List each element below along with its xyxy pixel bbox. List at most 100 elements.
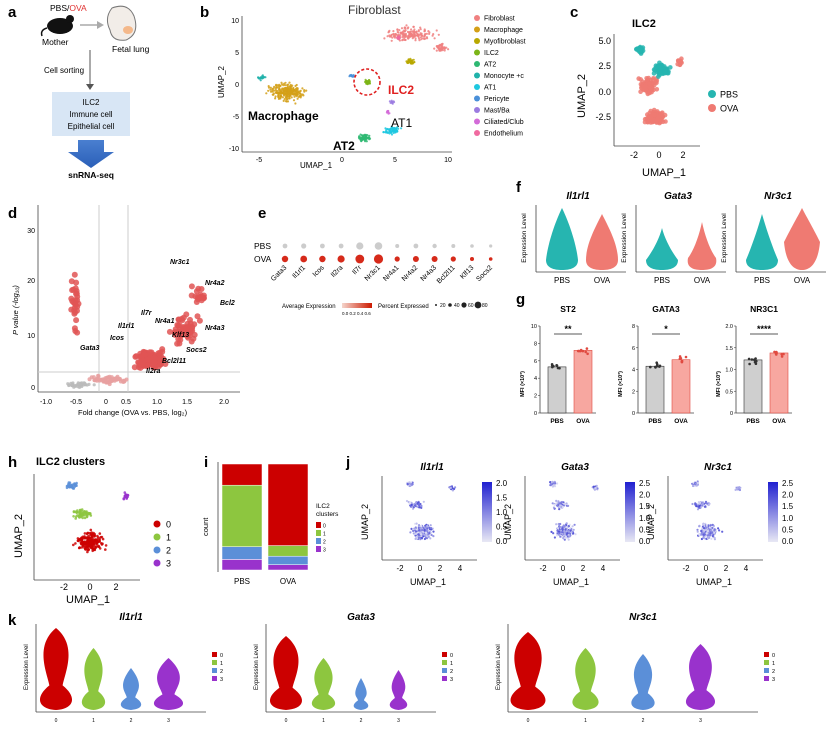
- ytick-label: 1.5: [725, 346, 733, 352]
- gene-title: Nr3c1: [629, 612, 657, 623]
- pbs-point: [662, 69, 668, 75]
- cluster-0-point: [78, 538, 82, 542]
- gene-label: Nr4a3: [205, 325, 225, 332]
- pct-label: 80: [482, 303, 488, 309]
- panel-h-umap-points: [65, 481, 130, 554]
- feature-point: [707, 524, 710, 527]
- feature-point: [739, 486, 742, 489]
- macrophage-point: [303, 90, 306, 93]
- fibroblast-point: [416, 33, 419, 36]
- legend-label: 3: [166, 559, 171, 569]
- volcano-point: [131, 364, 138, 371]
- dot-ova-klf13: [470, 257, 474, 261]
- legend-swatch-ciliated-club: [474, 118, 480, 125]
- panel-h-legend: 0 1 2 3: [153, 520, 171, 569]
- feature-point: [415, 522, 418, 525]
- feature-point: [411, 481, 414, 484]
- volcano-point: [100, 377, 105, 382]
- feature-point: [552, 506, 556, 509]
- fibroblast-point: [388, 29, 391, 32]
- at1-point: [400, 127, 403, 130]
- panel-j-letter: j: [345, 454, 350, 471]
- panel-b: b 10 5 0 -5 -10 -5 0 5 10 UMAP_1 UMAP_2 Fibrobl…: [200, 3, 526, 170]
- color-scale-label: 2.0: [496, 479, 508, 488]
- macrophage-point: [285, 91, 288, 94]
- volcano-point: [137, 360, 144, 367]
- legend-label: 3: [220, 677, 223, 683]
- feature-point: [414, 505, 417, 508]
- fibroblast-point: [395, 33, 398, 36]
- cluster-0-point: [101, 537, 105, 541]
- violin-nr3c1-cluster-0: [510, 632, 546, 710]
- at1-point: [386, 127, 389, 131]
- panel-k-letter: k: [8, 612, 17, 629]
- chart-ylabel: MFI (×10³): [519, 371, 526, 397]
- replicate-point: [649, 365, 652, 369]
- macrophage-point: [290, 96, 293, 99]
- feature-point: [566, 532, 569, 535]
- feature-point: [549, 483, 552, 486]
- legend-swatch-cluster-3: [764, 676, 769, 681]
- panel-b-axes: [241, 16, 452, 153]
- fibroblast-point: [428, 32, 431, 36]
- macrophage-point: [276, 89, 279, 93]
- fibroblast-point: [398, 39, 401, 42]
- legend-label: 0: [220, 653, 223, 659]
- feature-point: [429, 526, 433, 530]
- dot-ova-il2ra: [337, 255, 345, 263]
- macrophage-point: [287, 89, 291, 92]
- cluster-1-point: [74, 515, 78, 518]
- panel-f-ylabel: Expression Level: [521, 213, 528, 263]
- cluster-0-point: [77, 546, 81, 550]
- panel-f-ylabel: Expression Level: [621, 213, 628, 263]
- ytick-label: 6: [632, 346, 635, 352]
- volcano-point: [183, 325, 190, 332]
- ytick-label: 4: [534, 376, 537, 382]
- macrophage-point: [281, 87, 284, 90]
- sorting-arrow-icon: [86, 84, 94, 90]
- feature-point: [418, 529, 421, 532]
- feature-point: [574, 533, 577, 536]
- dot-pbs-klf13: [470, 244, 474, 248]
- legend-swatch-endothelium: [474, 130, 480, 136]
- feature-point: [449, 486, 452, 490]
- feature-point: [419, 527, 422, 530]
- legend-swatch-cluster-3: [153, 559, 161, 567]
- macrophage-point: [284, 87, 287, 90]
- feature-point: [550, 530, 553, 534]
- panel-e-letter: e: [258, 205, 266, 222]
- replicate-point: [586, 352, 589, 356]
- fibroblast-point: [401, 38, 404, 41]
- cluster-0-point: [80, 540, 84, 543]
- panel-d-xlabel: Fold change (OVA vs. PBS, log₂): [78, 408, 188, 417]
- group-label: PBS: [554, 276, 570, 285]
- feature-point: [703, 532, 706, 535]
- ova-point: [675, 58, 681, 64]
- volcano-point: [194, 313, 201, 320]
- panel-d-ytick: 20: [27, 278, 35, 285]
- panel-c: c ILC2 5.02.50.0-2.5 -2 0 2 UMAP_1 UMAP_2 …: [570, 4, 738, 179]
- feature-xtick: -2: [682, 564, 690, 573]
- fibroblast-point: [447, 48, 450, 51]
- cluster-tick: 3: [167, 718, 170, 724]
- feature-point: [410, 483, 413, 486]
- feature-point: [420, 536, 424, 540]
- feature-point: [562, 537, 565, 540]
- gene-label: Gata3: [80, 345, 100, 352]
- volcano-point: [188, 283, 195, 290]
- cluster-0-point: [84, 536, 88, 540]
- panel-c-umap-points: [634, 44, 684, 126]
- feature-point: [567, 538, 570, 541]
- legend-label: Endothelium: [484, 131, 523, 138]
- panel-d-xtick: 0: [104, 399, 108, 406]
- at1-point: [384, 127, 387, 130]
- violin-nr3c1-ova: [784, 208, 820, 270]
- panel-c-letter: c: [570, 4, 578, 21]
- legend-label: 0: [323, 524, 326, 530]
- gene-title: Nr3c1: [764, 191, 792, 202]
- cluster-1-point: [81, 516, 84, 520]
- panel-d-ytick: 30: [27, 228, 35, 235]
- legend-label: ILC2: [484, 50, 499, 57]
- feature-point: [712, 531, 716, 534]
- dot-ova-nr3c1: [373, 254, 384, 264]
